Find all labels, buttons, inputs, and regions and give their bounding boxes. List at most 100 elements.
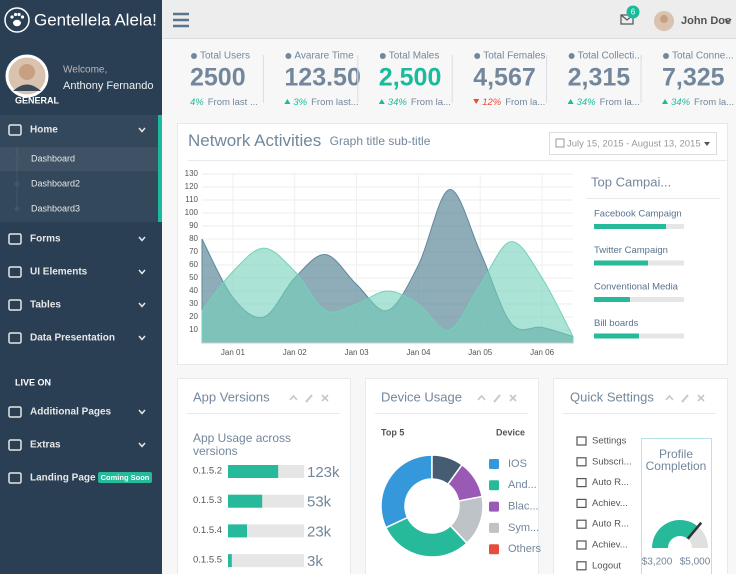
active-indicator — [158, 115, 162, 222]
x-tick-label: Jan 02 — [283, 348, 308, 357]
tile-icon — [474, 53, 481, 59]
change-value: 4% — [190, 97, 204, 108]
tile-value: 2,500 — [379, 64, 442, 92]
legend-swatch — [489, 522, 499, 533]
menu-item[interactable]: Tables — [30, 300, 61, 311]
tile-value: 7,325 — [662, 64, 725, 92]
menu-item[interactable]: Extras — [30, 440, 61, 451]
user-name[interactable]: John Doe — [681, 15, 731, 27]
chevron — [138, 302, 146, 308]
date-picker[interactable] — [549, 132, 717, 155]
tile-label: Total Conne... — [672, 51, 734, 62]
y-tick-label: 130 — [185, 169, 199, 178]
legend-label: And... — [508, 479, 537, 491]
campaign-label: Conventional Media — [594, 282, 679, 293]
menu-icon — [8, 406, 22, 418]
mail-icon[interactable] — [620, 14, 634, 25]
collapse-icon[interactable] — [289, 394, 298, 401]
column-header: Device — [496, 427, 525, 437]
menu-item[interactable]: Data Presentation — [30, 333, 115, 344]
user-caret — [724, 18, 732, 24]
profile-name: Anthony Fernando — [63, 80, 154, 92]
x-tick-label: Jan 03 — [345, 348, 370, 357]
menu-icon — [8, 124, 22, 136]
setting-item[interactable]: Settings — [592, 436, 627, 447]
progress-track — [594, 297, 684, 302]
menu-item[interactable]: Landing Page — [30, 473, 96, 484]
tile-icon — [379, 53, 386, 59]
tile-value: 2,315 — [568, 64, 631, 92]
y-tick-label: 90 — [189, 221, 198, 230]
version-bar — [228, 494, 263, 508]
tile-value: 123.50 — [284, 64, 360, 92]
change-note: From la... — [505, 97, 545, 108]
column-header: Top 5 — [381, 427, 404, 437]
progress-bar — [594, 297, 630, 302]
submenu-dot — [14, 181, 20, 187]
setting-icon — [576, 561, 587, 571]
setting-item[interactable]: Subscri... — [592, 456, 632, 467]
version-value: 3k — [307, 553, 323, 570]
tile-label: Total Males — [389, 51, 440, 62]
collapse-icon[interactable] — [477, 394, 486, 401]
paw — [13, 19, 21, 27]
app-subtitle: App Usage across — [193, 431, 291, 445]
change-value: 34% — [671, 97, 691, 108]
notification-count: 6 — [631, 8, 636, 17]
change-note: From la... — [694, 97, 734, 108]
setting-item[interactable]: Achiev... — [592, 498, 628, 509]
change-value: 34% — [388, 97, 408, 108]
menu-icon — [8, 472, 22, 484]
tile-value: 4,567 — [473, 64, 536, 92]
network-heading: Network Activities Graph title sub-title — [188, 131, 431, 150]
settings-icon[interactable] — [493, 394, 501, 403]
date-range: July 15, 2015 - August 13, 2015 — [567, 139, 701, 150]
y-tick-label: 110 — [185, 195, 198, 204]
setting-item[interactable]: Logout — [592, 560, 621, 571]
setting-item[interactable]: Auto R... — [592, 477, 629, 488]
date-caret — [704, 142, 710, 146]
submenu-item[interactable]: Dashboard2 — [31, 178, 80, 188]
collapse-icon[interactable] — [665, 394, 674, 401]
tile-change: 34% From la... — [388, 97, 451, 108]
active-block — [0, 115, 158, 222]
menu-toggle[interactable] — [173, 12, 189, 28]
settings-icon[interactable] — [305, 394, 313, 403]
setting-item[interactable]: Achiev... — [592, 540, 628, 551]
trend-arrow — [378, 99, 385, 104]
legend-swatch — [489, 480, 499, 491]
badge-text: Coming Soon — [101, 473, 150, 482]
y-tick-label: 100 — [185, 208, 199, 217]
app-subtitle: versions — [193, 444, 238, 458]
gauge-box — [641, 438, 712, 574]
menu-item[interactable]: Additional Pages — [30, 407, 112, 418]
tile-label: Avarare Time — [294, 51, 354, 62]
brand[interactable]: Gentellela Alela! — [34, 10, 157, 29]
chevron — [138, 236, 146, 242]
gauge-title: Profile — [659, 447, 693, 461]
close-icon[interactable] — [697, 394, 705, 402]
panel-title: Device Usage — [381, 389, 462, 404]
menu-item[interactable]: UI Elements — [30, 267, 88, 278]
setting-item[interactable]: Auto R... — [592, 519, 629, 530]
legend-label: Blac... — [508, 501, 539, 513]
submenu-item[interactable]: Dashboard — [31, 153, 75, 163]
menu-icon — [8, 233, 22, 245]
y-tick-label: 20 — [189, 312, 198, 321]
submenu-item[interactable]: Dashboard3 — [31, 203, 80, 213]
legend-swatch — [489, 544, 499, 555]
version-bar — [228, 554, 232, 568]
calendar-icon — [555, 138, 565, 148]
user-face — [660, 15, 668, 23]
menu-item[interactable]: Home — [30, 125, 58, 136]
menu-item[interactable]: Forms — [30, 234, 61, 245]
setting-icon — [576, 498, 587, 508]
close-icon[interactable] — [509, 394, 517, 402]
chevron — [138, 409, 146, 415]
menu-icon — [8, 439, 22, 451]
close-icon[interactable] — [321, 394, 329, 402]
welcome: Welcome, — [63, 65, 107, 76]
campaign-title: Top Campai... — [591, 174, 671, 189]
settings-icon[interactable] — [681, 394, 689, 403]
